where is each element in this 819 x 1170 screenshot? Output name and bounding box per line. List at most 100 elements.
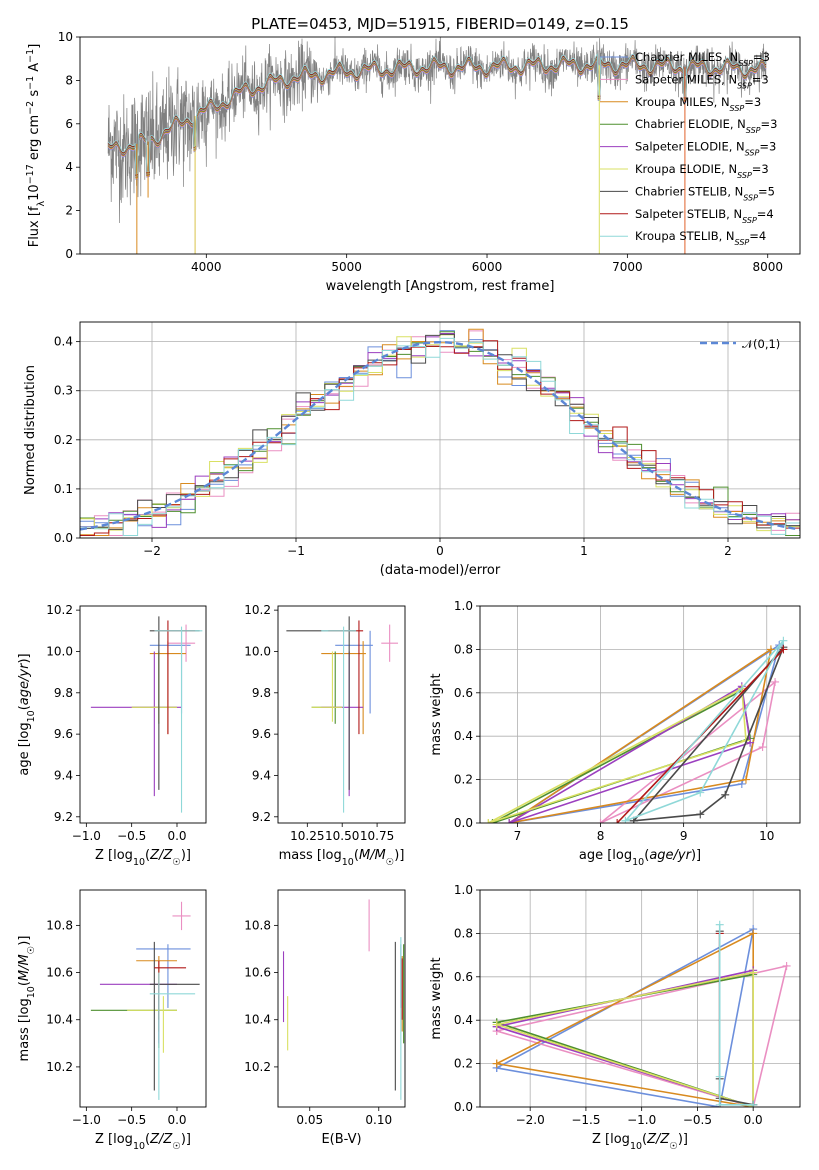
x-tick-label: 0.10 [365, 1113, 392, 1127]
panel-spectrum: 4000 5000 6000 7000 8000 0 2 4 6 8 10 wavelength [A… [25, 30, 801, 294]
y-tick-label: 0.3 [54, 384, 73, 398]
figure-title: PLATE=0453, MJD=51915, FIBERID=0149, z=0… [251, 15, 629, 33]
y-tick-label: 9.6 [54, 727, 73, 741]
mass-weight-point [492, 1020, 501, 1029]
plot-area-weight-vs-Z [492, 920, 791, 1107]
x-tick-label: 7000 [612, 260, 643, 274]
axes-frame [479, 889, 801, 1108]
y-tick-label: 0.4 [54, 335, 73, 349]
y-tick-label: 10.2 [46, 1060, 73, 1074]
axes-frame [277, 889, 406, 1108]
y-tick-label: 10 [58, 30, 73, 44]
panel-age-vs-Z: −1.0 −0.5 0.0 9.2 9.4 9.6 9.8 10.0 10.2 Z [log10(… [17, 603, 207, 868]
axes-frame [277, 605, 406, 824]
y-tick-label: 1.0 [454, 883, 473, 897]
mass-weight-point [492, 1059, 501, 1068]
panel-mass-vs-EBV: 0.05 0.10 10.2 10.4 10.6 10.8 E(B-V) [244, 889, 406, 1147]
mass-weight-point [749, 1100, 758, 1107]
x-tick-label: 4000 [191, 260, 222, 274]
y-tick-label: 0.1 [54, 482, 73, 496]
mass-weight-point [696, 810, 705, 819]
y-tick-label: 6 [65, 117, 73, 131]
y-tick-label: 1.0 [454, 599, 473, 613]
mass-weight-line [718, 924, 754, 1106]
y-tick-label: 10.8 [46, 918, 73, 932]
y-tick-label: 0.8 [454, 642, 473, 656]
x-tick-label: 10 [759, 829, 774, 843]
y-tick-label: 4 [65, 160, 73, 174]
spectrum-model-line [107, 53, 767, 175]
mass-weight-line [508, 685, 751, 823]
plot-area-age-vs-Z [90, 616, 203, 813]
mass-weight-point [715, 1072, 724, 1081]
y-tick-label: 0.4 [454, 729, 473, 743]
legend-entry: Salpeter STELIB, NSSP=4 [635, 207, 774, 225]
legend-entry: Chabrier ELODIE, NSSP=3 [635, 117, 777, 135]
x-tick-label: 10.50 [325, 829, 359, 843]
normal-reference-curve [80, 340, 800, 531]
x-tick-label: 1 [580, 544, 588, 558]
y-axis-label: Flux [fλ10−17 erg cm−2 s−1 A−1] [25, 44, 47, 248]
x-tick-label: 0.0 [744, 1113, 763, 1127]
mass-weight-point [779, 636, 788, 645]
x-axis-label: (data-model)/error [380, 563, 501, 578]
y-tick-label: 10.4 [244, 1013, 271, 1027]
residual-histogram [80, 333, 800, 530]
x-tick-label: −2.0 [516, 1113, 545, 1127]
mass-weight-line [599, 680, 777, 823]
y-tick-label: 10.8 [244, 918, 271, 932]
panel-mass-vs-Z: −1.0 −0.5 0.0 10.2 10.4 10.6 10.8 Z [log10(Z/Z☉… [17, 889, 207, 1152]
x-tick-label: −1.0 [72, 829, 101, 843]
x-tick-label: 0.0 [167, 1113, 186, 1127]
y-axis-label: mass weight [429, 673, 444, 755]
x-axis-label: Z [log10(Z/Z☉)] [95, 1132, 191, 1152]
legend-entry: Chabrier STELIB, NSSP=5 [635, 184, 775, 202]
x-axis-label: Z [log10(Z/Z☉)] [95, 848, 191, 868]
legend-entry: Salpeter MILES, NSSP=3 [635, 72, 769, 90]
mass-weight-point [782, 961, 791, 970]
x-axis-label: wavelength [Angstrom, rest frame] [326, 279, 555, 294]
legend-entry: Kroupa STELIB, NSSP=4 [635, 229, 766, 247]
y-tick-label: 9.2 [54, 810, 73, 824]
y-axis-label: mass weight [429, 957, 444, 1039]
x-tick-label: −0.5 [683, 1113, 712, 1127]
mass-weight-point [771, 677, 780, 686]
mass-weight-point [596, 819, 605, 823]
mass-weight-point [696, 788, 705, 797]
y-tick-label: 9.6 [252, 727, 271, 741]
plot-area-residuals [80, 328, 800, 536]
mass-weight-point [766, 645, 775, 654]
x-tick-label: −1.0 [72, 1113, 101, 1127]
panel-weight-vs-Z: −2.0 −1.5 −1.0 −0.5 0.0 0.0 0.2 0.4 0.6 0.8 1.0 Z [… [429, 883, 801, 1152]
mass-weight-point [613, 819, 622, 823]
x-tick-label: −2 [143, 544, 161, 558]
y-tick-label: 9.8 [54, 686, 73, 700]
mass-weight-point [621, 816, 630, 823]
spectrum-legend: Chabrier MILES, NSSP=3 Salpeter MILES, NS… [600, 50, 777, 247]
mass-weight-point [484, 819, 493, 823]
y-tick-label: 0.0 [454, 1100, 473, 1114]
y-tick-label: 0.2 [454, 1057, 473, 1071]
panel-residuals: −2 −1 0 1 2 0.0 0.1 0.2 0.3 0.4 (data-model)/error… [23, 321, 801, 578]
legend-entry: Chabrier MILES, NSSP=3 [635, 50, 770, 68]
y-axis-label: Normed distribution [23, 365, 38, 495]
y-tick-label: 0 [65, 247, 73, 261]
y-tick-label: 10.6 [46, 966, 73, 980]
mass-weight-point [758, 743, 767, 752]
axes-frame [79, 36, 801, 255]
y-tick-label: 0.0 [454, 816, 473, 830]
y-tick-label: 0.0 [54, 531, 73, 545]
mass-weight-point [746, 738, 755, 747]
y-tick-label: 8 [65, 73, 73, 87]
y-tick-label: 9.4 [252, 768, 271, 782]
y-tick-label: 0.6 [454, 970, 473, 984]
y-tick-label: 0.2 [54, 433, 73, 447]
mass-weight-line [624, 640, 785, 822]
x-tick-label: −1 [287, 544, 305, 558]
y-tick-label: 0.4 [454, 1013, 473, 1027]
x-tick-label: 6000 [472, 260, 503, 274]
x-tick-label: −0.5 [117, 829, 146, 843]
y-tick-label: 2 [65, 204, 73, 218]
x-tick-label: −0.5 [117, 1113, 146, 1127]
x-tick-label: −1.5 [571, 1113, 600, 1127]
